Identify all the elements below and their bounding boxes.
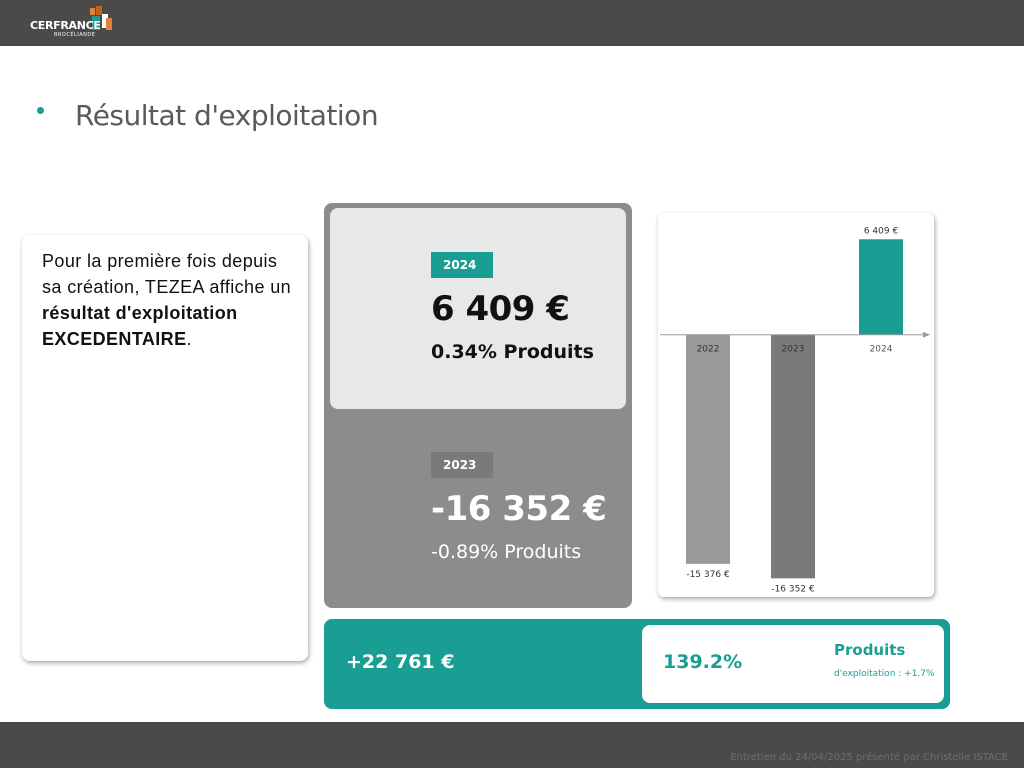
year-badge-2024: 2024	[431, 252, 493, 278]
result-chart-card: -15 376 € -16 352 € 6 409 € 2022 2023 2024	[658, 213, 934, 597]
x-axis-arrow-icon	[923, 331, 930, 338]
summary-card: Pour la première fois depuis sa création…	[22, 235, 308, 661]
x-tick-label-2024: 2024	[870, 345, 893, 355]
page-title: Résultat d'exploitation	[75, 99, 379, 132]
x-tick-label-2023: 2023	[782, 345, 805, 355]
current-year-panel	[330, 208, 626, 409]
footer-text: Entretien du 24/04/2025 présenté par Chr…	[730, 752, 1008, 763]
footer-bar	[0, 722, 1024, 768]
variation-note: d'exploitation : +1.7%	[834, 669, 935, 679]
logo-subtext: BROCÉLIANDE	[54, 32, 96, 38]
year-badge-2023: 2023	[431, 452, 493, 478]
header-bar: CERFRANCE BROCÉLIANDE	[0, 0, 1024, 46]
bar-2024	[859, 239, 903, 335]
year-comparison-panel	[324, 203, 632, 608]
pct-2023: -0.89% Produits	[431, 541, 582, 563]
bar-2023	[771, 334, 815, 579]
variation-detail-panel	[642, 625, 944, 703]
data-label-2023: -16 352 €	[771, 584, 815, 594]
summary-text-highlight: résultat d'exploitation EXCEDENTAIRE	[42, 303, 238, 349]
data-label-2024: 6 409 €	[864, 226, 899, 236]
summary-text: Pour la première fois depuis sa création…	[42, 248, 292, 352]
logo-text: CERFRANCE	[30, 19, 101, 32]
summary-text-intro: Pour la première fois depuis sa création…	[42, 251, 292, 297]
cerfrance-logo: CERFRANCE BROCÉLIANDE	[30, 6, 130, 40]
variation-pct: 139.2%	[663, 651, 743, 673]
variation-amount: +22 761 €	[346, 651, 455, 673]
data-label-2022: -15 376 €	[686, 570, 730, 580]
summary-text-end: .	[186, 329, 192, 349]
variation-label: Produits	[834, 641, 906, 659]
bar-2022	[686, 334, 730, 564]
result-bar-chart: -15 376 € -16 352 € 6 409 € 2022 2023 2024	[660, 226, 930, 594]
x-tick-label-2022: 2022	[697, 345, 720, 355]
pct-2024: 0.34% Produits	[431, 341, 594, 363]
amount-2023: -16 352 €	[431, 489, 607, 529]
bullet-icon	[37, 107, 44, 114]
amount-2024: 6 409 €	[431, 289, 570, 329]
logo-mark-icon	[90, 6, 112, 30]
